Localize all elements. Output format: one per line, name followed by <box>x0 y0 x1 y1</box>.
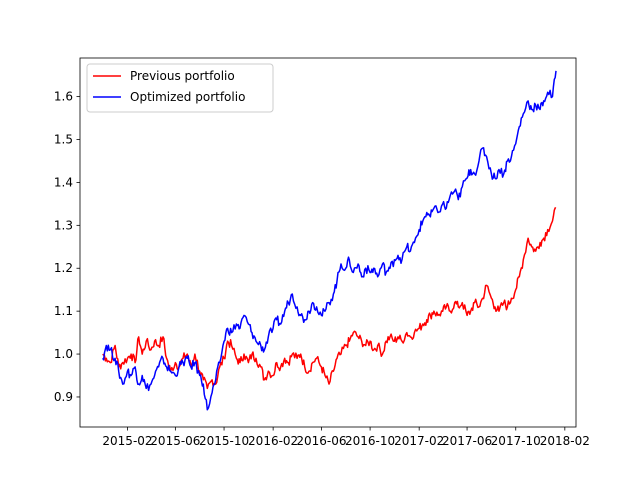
y-tick-label: 1.1 <box>54 304 73 318</box>
axes-frame <box>79 57 577 428</box>
x-tick-label: 2016-10 <box>345 434 395 448</box>
legend-label: Optimized portfolio <box>130 90 245 104</box>
y-tick-label: 1.0 <box>54 347 73 361</box>
legend-label: Previous portfolio <box>130 69 235 83</box>
legend-box <box>86 63 274 113</box>
y-tick-label: 1.3 <box>54 218 73 232</box>
x-tick-label: 2015-06 <box>150 434 200 448</box>
legend: Previous portfolio Optimized portfolio <box>86 63 274 113</box>
y-tick-label: 1.2 <box>54 261 73 275</box>
y-tick-label: 0.9 <box>54 390 73 404</box>
axes-layer: 0.91.01.11.21.31.41.51.62015-022015-0620… <box>54 57 590 448</box>
y-tick-label: 1.6 <box>54 90 73 104</box>
x-tick-label: 2015-02 <box>102 434 152 448</box>
x-tick-label: 2017-02 <box>394 434 444 448</box>
series-line-1 <box>102 70 557 411</box>
series-layer <box>102 70 557 411</box>
x-tick-label: 2018-02 <box>540 434 590 448</box>
x-tick-label: 2017-10 <box>491 434 541 448</box>
x-tick-label: 2016-06 <box>296 434 346 448</box>
x-tick-label: 2016-02 <box>248 434 298 448</box>
x-tick-label: 2017-06 <box>442 434 492 448</box>
y-tick-label: 1.4 <box>54 175 73 189</box>
x-tick-label: 2015-10 <box>199 434 249 448</box>
y-tick-label: 1.5 <box>54 133 73 147</box>
